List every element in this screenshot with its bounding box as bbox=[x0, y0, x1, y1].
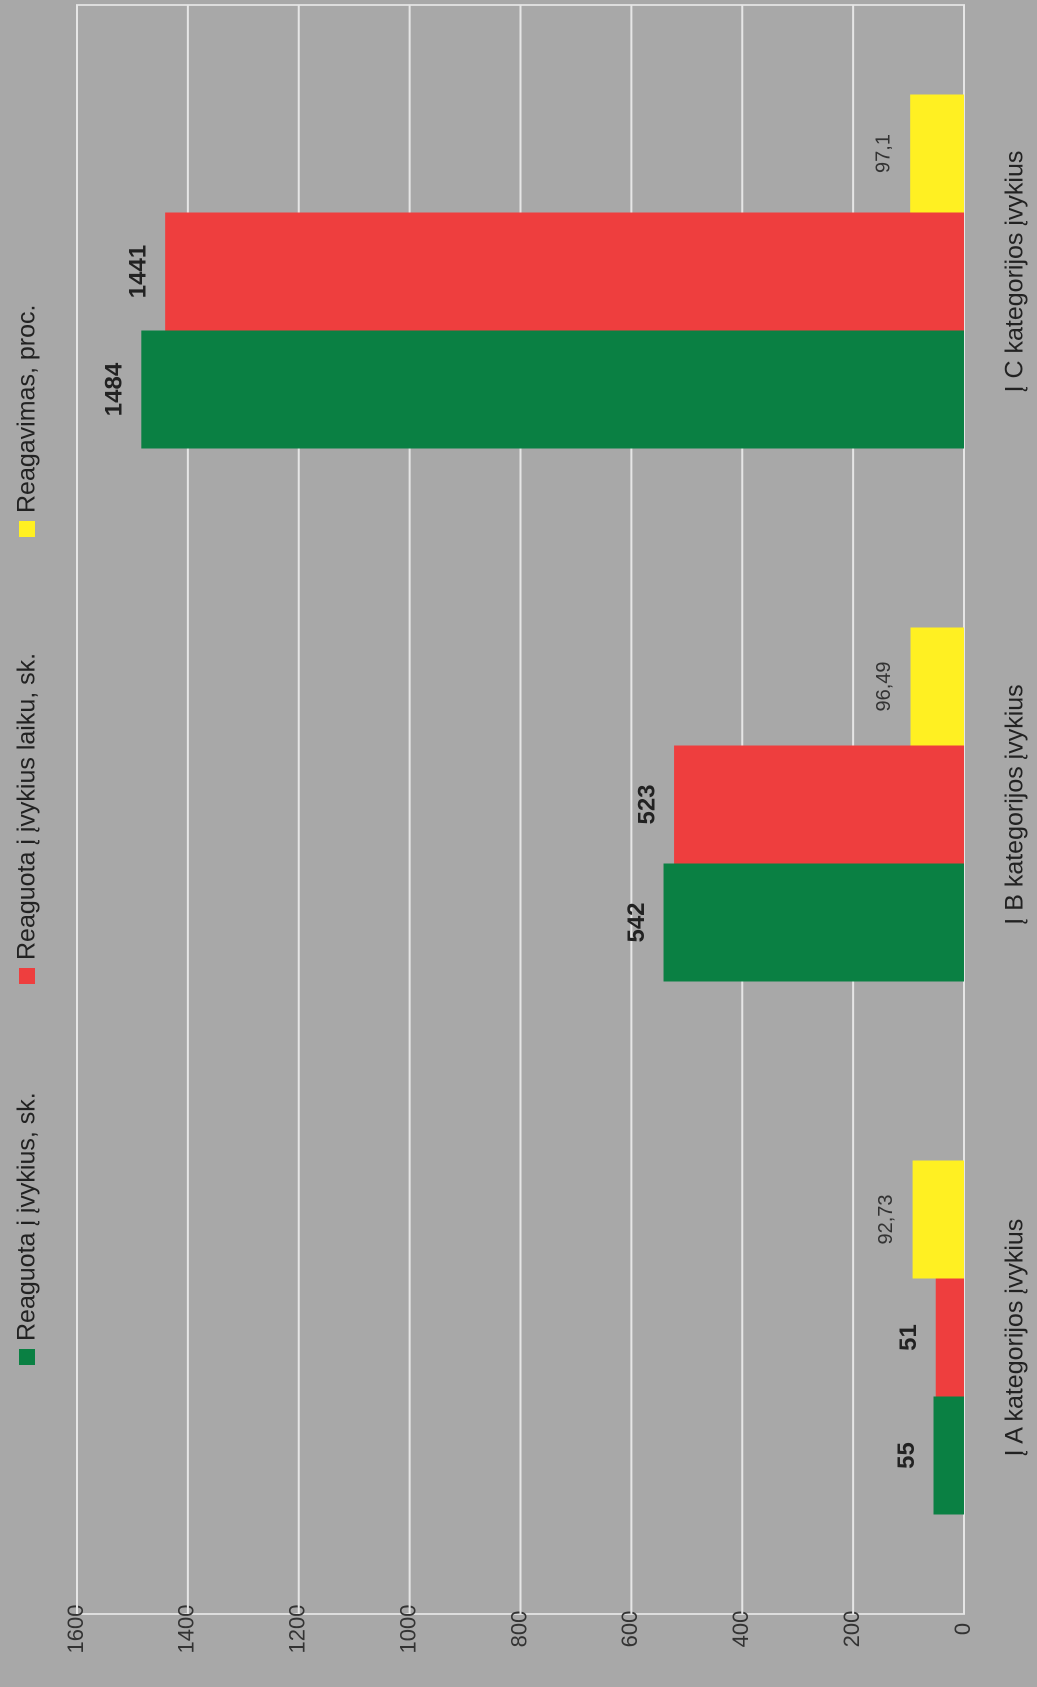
rotated-chart: 0 200 400 600 800 1000 1200 1400 1600 Į A kategor… bbox=[13, 4, 1029, 1654]
legend-label: Reagavimas, proc. bbox=[13, 305, 41, 513]
y-tick-label: 1600 bbox=[63, 1605, 88, 1654]
bar bbox=[935, 1278, 964, 1397]
x-tick-label: Į B kategorijos įvykius bbox=[1001, 684, 1029, 924]
bar bbox=[663, 863, 964, 982]
x-tick-label: Į C kategorijos įvykius bbox=[1001, 151, 1029, 393]
data-label: 1441 bbox=[124, 245, 151, 298]
data-label: 542 bbox=[623, 902, 650, 942]
bar bbox=[165, 212, 964, 331]
data-label: 523 bbox=[633, 784, 660, 824]
data-label: 1484 bbox=[101, 362, 128, 416]
legend-marker bbox=[19, 521, 35, 537]
data-label: 97,1 bbox=[872, 134, 894, 173]
x-tick-label: Į A kategorijos įvykius bbox=[1001, 1219, 1029, 1457]
y-tick-label: 0 bbox=[950, 1623, 975, 1635]
bar bbox=[141, 330, 964, 449]
bar bbox=[910, 94, 964, 213]
bar bbox=[933, 1396, 965, 1515]
legend-marker bbox=[19, 968, 35, 984]
y-tick-label: 600 bbox=[617, 1611, 642, 1648]
legend-label: Reaguota į įvykius, sk. bbox=[13, 1092, 41, 1341]
y-tick-label: 200 bbox=[839, 1611, 864, 1648]
y-tick-label: 1400 bbox=[174, 1605, 199, 1654]
data-label: 92,73 bbox=[875, 1194, 897, 1244]
y-tick-label: 800 bbox=[506, 1611, 531, 1648]
bar bbox=[674, 745, 964, 864]
y-tick-label: 1000 bbox=[395, 1605, 420, 1654]
bar bbox=[912, 1160, 965, 1279]
legend-marker bbox=[19, 1349, 35, 1365]
data-label: 55 bbox=[893, 1442, 920, 1469]
y-tick-label: 400 bbox=[728, 1611, 753, 1648]
bar bbox=[910, 627, 965, 746]
y-tick-label: 1200 bbox=[285, 1605, 310, 1654]
data-label: 96,49 bbox=[873, 661, 895, 711]
legend-label: Reaguota į įvykius laiku, sk. bbox=[13, 653, 41, 960]
data-label: 51 bbox=[895, 1324, 922, 1351]
